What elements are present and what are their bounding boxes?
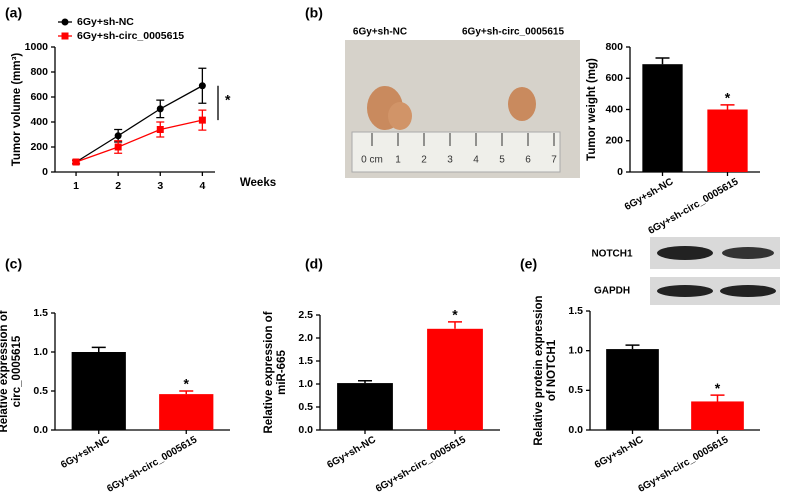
panel-label: (b) xyxy=(305,5,323,21)
blot-band xyxy=(657,246,713,260)
y-tick-label: 1.0 xyxy=(33,346,48,358)
legend-label: 6Gy+sh-NC xyxy=(77,16,134,28)
y-axis-label: Tumor volume (mm³) xyxy=(11,53,23,167)
y-tick-label: 1.5 xyxy=(33,307,48,319)
significance: * xyxy=(225,92,231,108)
significance: * xyxy=(184,376,190,392)
marker xyxy=(156,126,164,133)
bar xyxy=(159,394,214,430)
y-axis-label: Tumor weight (mg) xyxy=(586,58,598,161)
error-bar xyxy=(179,390,194,395)
y-tick-label: 0.5 xyxy=(568,384,583,396)
y-tick-label: 800 xyxy=(605,41,623,53)
y-tick-label: 0.0 xyxy=(298,424,313,436)
y-axis-label: Relative expression of xyxy=(0,310,10,432)
panel-label: (d) xyxy=(305,256,323,272)
y-tick-label: 2.5 xyxy=(298,309,313,321)
y-tick-label: 200 xyxy=(605,135,623,147)
series-line xyxy=(75,85,203,163)
error-bar xyxy=(710,394,725,402)
error-bar xyxy=(720,104,735,110)
bar xyxy=(691,401,744,430)
blot-band xyxy=(722,247,774,259)
legend-marker xyxy=(61,18,69,26)
blot-label: GAPDH xyxy=(594,286,630,297)
marker xyxy=(72,158,80,166)
photo-label: 6Gy+sh-circ_0005615 xyxy=(462,27,564,38)
y-tick-label: 0.5 xyxy=(298,401,313,413)
error-bar xyxy=(655,57,670,65)
ruler-label: 0 cm xyxy=(361,155,383,166)
y-axis-label: of NOTCH1 xyxy=(546,339,558,401)
marker xyxy=(156,105,164,113)
y-axis-label: miR-665 xyxy=(276,350,288,395)
significance: * xyxy=(725,90,731,106)
significance: * xyxy=(452,307,458,323)
y-tick-label: 0 xyxy=(617,166,623,178)
y-axis-label: Relative expression of xyxy=(263,311,275,433)
legend-label: 6Gy+sh-circ_0005615 xyxy=(77,30,184,42)
photo-label: 6Gy+sh-NC xyxy=(353,27,407,38)
y-tick-label: 1.5 xyxy=(568,305,583,317)
x-tick-label: 3 xyxy=(157,180,163,192)
x-tick-label: 1 xyxy=(73,180,79,192)
bar xyxy=(427,328,483,430)
bar xyxy=(337,383,393,430)
tumor xyxy=(388,102,412,130)
error-bar xyxy=(358,380,372,384)
ruler xyxy=(351,131,561,173)
error-bar xyxy=(448,321,462,329)
y-tick-label: 0.5 xyxy=(33,385,48,397)
panel-label: (e) xyxy=(520,256,537,272)
blot-band xyxy=(657,285,713,297)
blot-band xyxy=(720,285,776,297)
panel-label: (a) xyxy=(5,5,22,21)
significance: * xyxy=(715,380,721,396)
y-axis-label: Relative protein expression xyxy=(533,295,545,445)
blot-label: NOTCH1 xyxy=(591,249,633,260)
y-tick-label: 0.0 xyxy=(568,424,583,436)
legend-marker xyxy=(61,32,69,40)
ruler-label: 3 xyxy=(447,155,453,166)
x-axis-label: Weeks xyxy=(240,177,276,189)
y-tick-label: 800 xyxy=(30,66,48,78)
y-tick-label: 600 xyxy=(30,91,48,103)
marker xyxy=(114,143,122,151)
y-tick-label: 0.0 xyxy=(33,424,48,436)
ruler-label: 2 xyxy=(421,155,427,166)
bar xyxy=(707,109,748,172)
ruler-label: 6 xyxy=(525,155,531,166)
marker xyxy=(198,82,206,90)
error-bar xyxy=(625,344,640,350)
y-tick-label: 2.0 xyxy=(298,332,313,344)
y-tick-label: 1.5 xyxy=(298,355,313,367)
x-tick-label: 4 xyxy=(199,180,205,192)
ruler-label: 1 xyxy=(395,155,401,166)
tumor xyxy=(508,87,536,121)
ruler-label: 7 xyxy=(551,155,557,166)
y-tick-label: 1.0 xyxy=(298,378,313,390)
y-tick-label: 1.0 xyxy=(568,344,583,356)
ruler-label: 4 xyxy=(473,155,479,166)
series-line xyxy=(75,119,203,163)
bar xyxy=(71,352,126,430)
ruler-label: 5 xyxy=(499,155,505,166)
y-tick-label: 400 xyxy=(605,103,623,115)
marker xyxy=(198,116,206,124)
panel-label: (c) xyxy=(5,256,22,272)
y-axis-label: circ_0005615 xyxy=(11,335,23,407)
y-tick-label: 0 xyxy=(42,166,48,178)
x-tick-label: 2 xyxy=(115,180,121,192)
bar xyxy=(606,349,659,430)
y-tick-label: 600 xyxy=(605,72,623,84)
marker xyxy=(114,132,122,140)
error-bar xyxy=(91,346,106,352)
y-tick-label: 200 xyxy=(30,141,48,153)
y-tick-label: 400 xyxy=(30,116,48,128)
y-tick-label: 1000 xyxy=(25,41,49,53)
bar xyxy=(642,64,683,172)
